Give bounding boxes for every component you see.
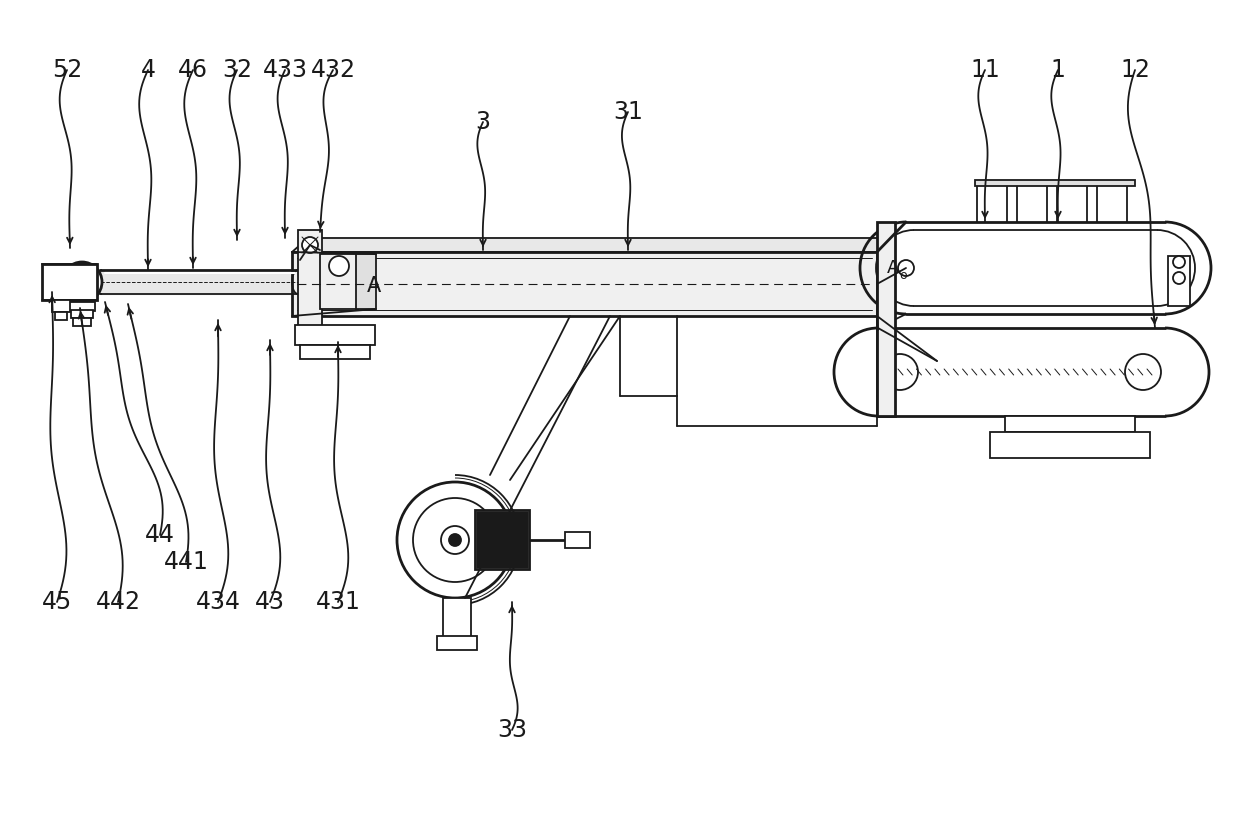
Text: 442: 442: [95, 590, 140, 614]
Bar: [475, 510, 529, 570]
Circle shape: [449, 534, 461, 546]
Text: 11: 11: [970, 58, 999, 82]
Text: 12: 12: [1120, 58, 1149, 82]
Circle shape: [78, 278, 86, 286]
Bar: [69, 302, 95, 311]
Bar: [436, 636, 477, 650]
Text: 441: 441: [164, 550, 208, 574]
Bar: [1097, 184, 1127, 222]
Text: 431: 431: [315, 590, 361, 614]
Bar: [356, 254, 376, 309]
Bar: [990, 432, 1149, 458]
Bar: [1056, 184, 1087, 222]
Text: 45: 45: [42, 590, 72, 614]
Bar: [71, 310, 93, 318]
Text: 31: 31: [613, 100, 642, 124]
Bar: [443, 598, 471, 638]
Text: A: A: [367, 276, 381, 296]
Text: 1: 1: [1050, 58, 1065, 82]
Polygon shape: [877, 238, 893, 316]
Text: o: o: [899, 268, 906, 281]
Text: 4: 4: [140, 58, 155, 82]
Circle shape: [72, 272, 92, 292]
Text: 44: 44: [145, 523, 175, 547]
Circle shape: [62, 262, 102, 302]
Circle shape: [1125, 354, 1161, 390]
Circle shape: [329, 256, 348, 276]
Circle shape: [1173, 272, 1185, 284]
Text: 3: 3: [475, 110, 491, 134]
Text: 434: 434: [196, 590, 241, 614]
Bar: [300, 345, 370, 359]
Polygon shape: [291, 238, 893, 252]
Circle shape: [303, 237, 317, 253]
Text: 433: 433: [263, 58, 308, 82]
Circle shape: [882, 354, 918, 390]
Text: 33: 33: [497, 718, 527, 742]
Bar: [877, 222, 895, 416]
Bar: [52, 300, 69, 312]
Bar: [55, 312, 67, 320]
Bar: [73, 318, 91, 326]
Bar: [42, 264, 97, 300]
Text: 432: 432: [310, 58, 356, 82]
Bar: [977, 184, 1007, 222]
Circle shape: [413, 498, 497, 582]
Bar: [565, 532, 590, 548]
Circle shape: [898, 260, 914, 276]
Polygon shape: [878, 328, 1166, 416]
Text: A: A: [887, 259, 899, 277]
Text: 46: 46: [179, 58, 208, 82]
Bar: [1168, 256, 1190, 306]
Bar: [298, 230, 322, 330]
Bar: [1017, 184, 1047, 222]
Text: 43: 43: [255, 590, 285, 614]
Bar: [320, 254, 358, 309]
Circle shape: [1173, 256, 1185, 268]
Bar: [291, 252, 877, 316]
Text: 52: 52: [52, 58, 82, 82]
Polygon shape: [100, 270, 298, 294]
Bar: [1004, 416, 1135, 432]
Bar: [975, 180, 1135, 186]
Bar: [295, 325, 374, 345]
Circle shape: [397, 482, 513, 598]
Bar: [477, 512, 528, 568]
Text: 32: 32: [222, 58, 252, 82]
Circle shape: [441, 526, 469, 554]
Polygon shape: [906, 222, 1166, 314]
